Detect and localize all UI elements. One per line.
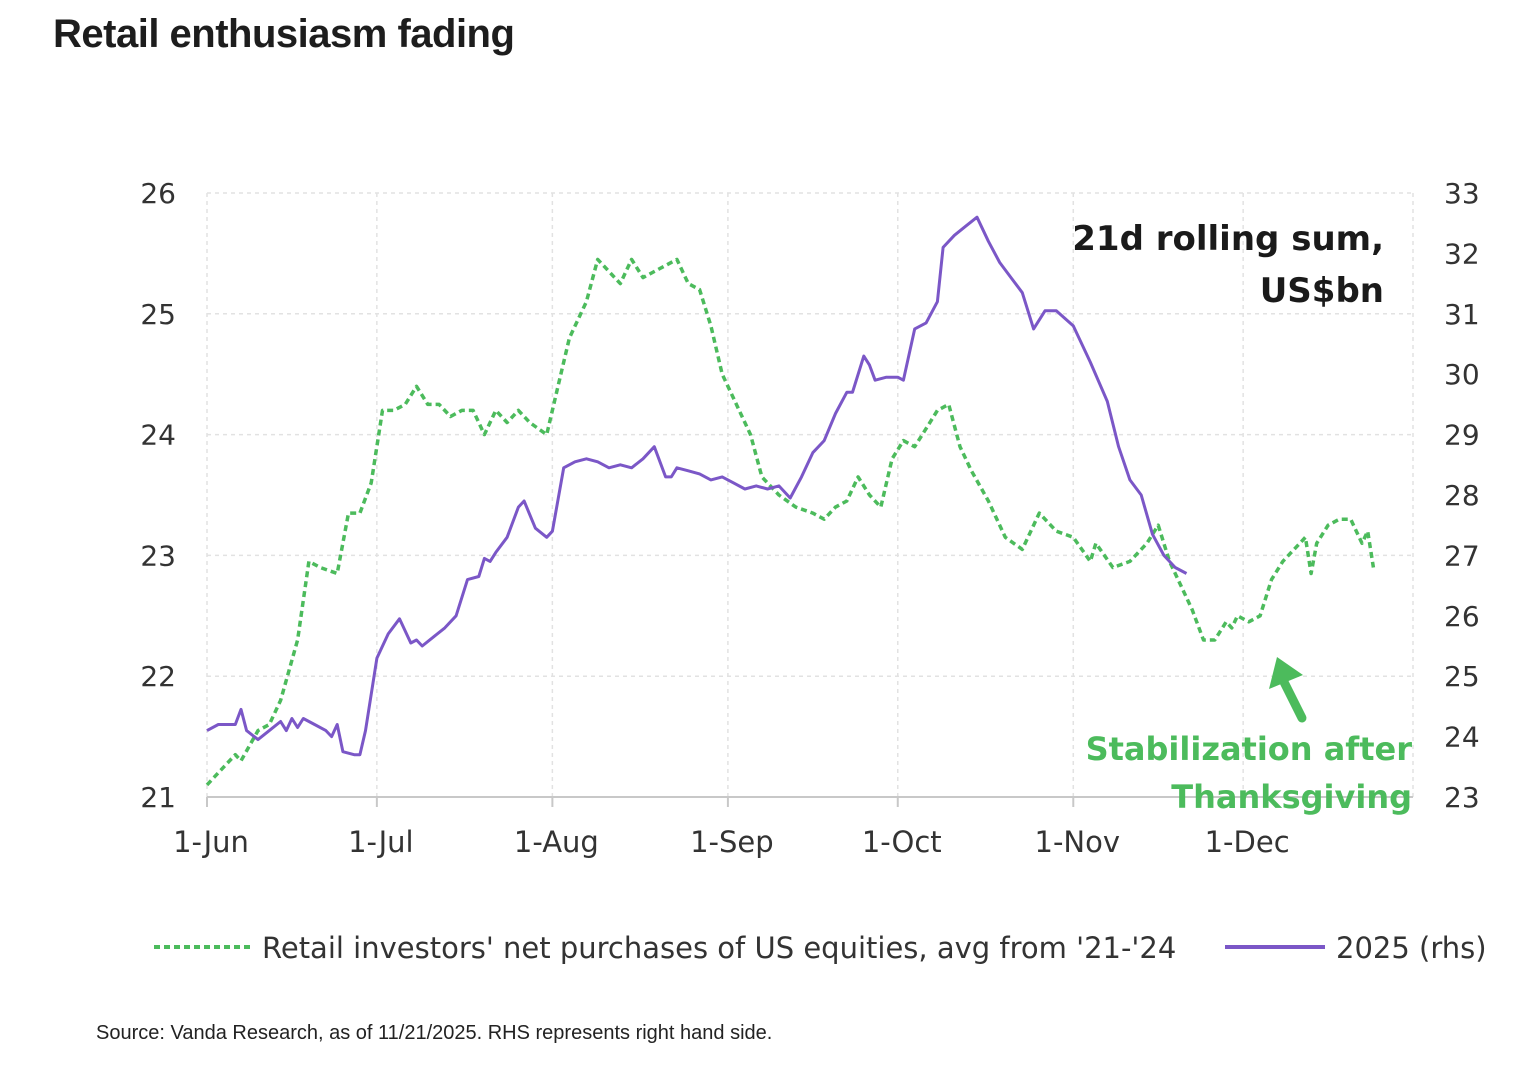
y-right-tick-3: 26 — [1444, 600, 1480, 633]
left-y-axis-ticks: 21 22 23 24 25 26 — [140, 177, 176, 814]
units-label-line-1: 21d rolling sum, — [1072, 219, 1384, 259]
chart-grid — [206, 192, 1414, 798]
units-label-line-2: US$bn — [1260, 271, 1384, 311]
y-left-tick-5: 26 — [140, 177, 176, 210]
y-left-tick-1: 22 — [140, 660, 176, 693]
y-right-tick-2: 25 — [1444, 660, 1480, 693]
y-right-tick-1: 24 — [1444, 721, 1480, 754]
legend: Retail investors' net purchases of US eq… — [154, 931, 1487, 965]
annotation-line-2: Thanksgiving — [1171, 778, 1412, 816]
right-y-axis-ticks: 23 24 25 26 27 28 29 30 31 32 33 — [1444, 177, 1480, 814]
y-left-tick-0: 21 — [140, 781, 176, 814]
series-line-avg-2021-2024 — [205, 257, 1376, 787]
annotation-line-1: Stabilization after — [1086, 730, 1413, 768]
y-left-tick-3: 24 — [140, 419, 176, 452]
legend-label-2025: 2025 (rhs) — [1336, 931, 1487, 965]
x-tick-label-5: 1-Nov — [1035, 825, 1121, 859]
source-note: Source: Vanda Research, as of 11/21/2025… — [96, 1022, 773, 1044]
x-tick-label-4: 1-Oct — [862, 825, 942, 859]
x-tick-label-1: 1-Jul — [348, 825, 414, 859]
y-right-tick-10: 33 — [1444, 177, 1480, 210]
chart-axes — [206, 796, 1413, 807]
page-title: Retail enthusiasm fading — [53, 12, 515, 56]
y-left-tick-2: 23 — [140, 539, 176, 572]
x-tick-label-6: 1-Dec — [1205, 825, 1290, 859]
y-right-tick-6: 29 — [1444, 419, 1480, 452]
x-tick-label-0: 1-Jun — [173, 825, 249, 859]
x-tick-label-3: 1-Sep — [690, 825, 774, 859]
y-right-tick-7: 30 — [1444, 358, 1480, 391]
y-right-tick-8: 31 — [1444, 298, 1480, 331]
annotation-arrow-icon — [1269, 657, 1307, 723]
y-right-tick-4: 27 — [1444, 539, 1480, 572]
x-tick-label-2: 1-Aug — [514, 825, 599, 859]
y-right-tick-0: 23 — [1444, 781, 1480, 814]
y-right-tick-5: 28 — [1444, 479, 1480, 512]
legend-label-avg: Retail investors' net purchases of US eq… — [262, 931, 1176, 965]
chart-series — [205, 215, 1376, 787]
x-axis-ticks: 1-Jun 1-Jul 1-Aug 1-Sep 1-Oct 1-Nov 1-Dec — [173, 825, 1290, 859]
y-right-tick-9: 32 — [1444, 237, 1480, 270]
series-line-2025 — [206, 215, 1188, 757]
y-left-tick-4: 25 — [140, 298, 176, 331]
